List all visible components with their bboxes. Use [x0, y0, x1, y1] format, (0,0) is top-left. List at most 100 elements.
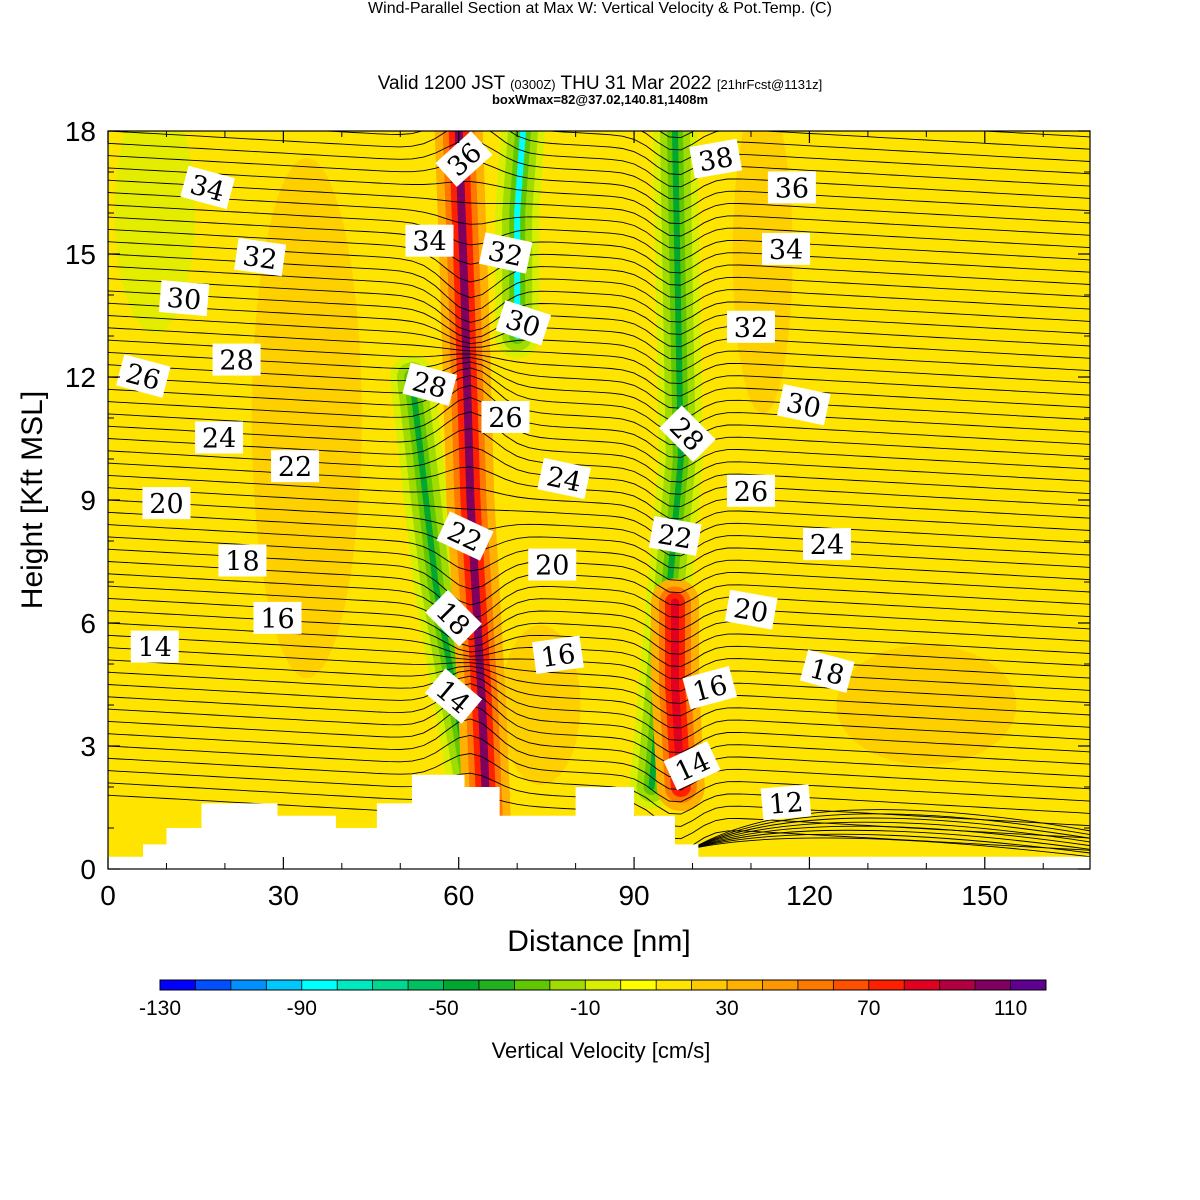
x-tick-label: 60: [443, 880, 474, 911]
colorbar-swatch: [833, 980, 870, 990]
colorbar-swatch: [727, 980, 763, 990]
contour-label: 30: [165, 283, 202, 317]
contour-label-group: 30: [158, 280, 210, 317]
theta-contour-line: [108, 683, 1090, 754]
contour-label-box: [435, 131, 493, 187]
contour-label: 12: [768, 787, 805, 821]
theta-contour-line: [108, 315, 1090, 372]
colorbar-tick-label: -90: [287, 997, 317, 1020]
contour-label: 38: [696, 142, 735, 178]
theta-contour-line: [108, 351, 1090, 409]
theta-contour-line: [108, 487, 1090, 544]
contour-label: 22: [655, 519, 694, 555]
colorbar-swatch: [1010, 980, 1047, 990]
contour-label-box: [537, 457, 591, 500]
colorbar-tick-label: -130: [139, 997, 181, 1020]
contour-label-box: [271, 450, 320, 483]
theta-contour-line: [108, 167, 1090, 225]
colorbar-swatch: [939, 980, 976, 990]
contour-label-box: [218, 544, 267, 577]
theta-contour-line: [108, 524, 1090, 581]
colorbar: -130 -90 -50 -10 30 70 110 Vertical Velocity [c…: [139, 979, 1047, 1063]
x-axis-title: Distance [nm]: [507, 925, 690, 958]
colorbar-tick-label: -50: [428, 997, 458, 1020]
contour-label-box: [180, 165, 235, 210]
contour-label-group: 20: [528, 548, 577, 582]
contour-label-box: [767, 171, 816, 204]
theta-contour-line: [108, 718, 1090, 790]
theta-contour-line: [108, 704, 1090, 778]
velocity-field: [108, 131, 1090, 869]
theta-contour-line: [108, 131, 1090, 188]
colorbar-swatch: [797, 980, 834, 990]
contour-label-box: [776, 384, 831, 426]
colorbar-swatch: [408, 980, 445, 990]
theta-contour-line: [108, 265, 1090, 323]
contour-label-group: 24: [802, 528, 851, 561]
contour-label-group: 24: [195, 421, 244, 455]
contour-label-box: [726, 310, 775, 343]
y-tick-label: 0: [80, 854, 96, 885]
contour-label-group: 16: [531, 635, 584, 674]
theta-contour-line: [108, 474, 1090, 532]
colorbar-swatch: [762, 980, 799, 990]
colorbar-swatch: [337, 980, 374, 990]
theta-contour-line: [319, 131, 1090, 175]
field-patch: [251, 158, 362, 678]
contour-label: 24: [202, 424, 236, 455]
contour-label: 20: [149, 489, 183, 520]
contour-label-group: 32: [478, 232, 533, 274]
contour-label: 20: [731, 593, 770, 629]
contour-label-box: [130, 630, 179, 663]
contour-label-group: 32: [726, 310, 775, 344]
theta-contour-line: [108, 499, 1090, 557]
terrain: [108, 774, 1090, 869]
valid-date: THU 31 Mar 2022: [560, 73, 712, 94]
contour-label: 24: [544, 461, 584, 498]
contour-label-box: [436, 511, 494, 561]
contour-label: 36: [775, 173, 809, 204]
y-tick-label: 3: [80, 731, 96, 762]
theta-contour-line: [108, 659, 1090, 717]
theta-contour-line: [108, 511, 1090, 569]
theta-contour-line: [108, 634, 1090, 692]
contour-label: 16: [260, 604, 294, 635]
contour-label-group: 14: [130, 630, 179, 664]
theta-contour-line: [108, 647, 1090, 704]
colorbar-swatch: [372, 980, 409, 990]
x-tick-label: 120: [786, 880, 833, 911]
theta-contour-line: [108, 216, 1090, 274]
theta-contour-line: [692, 825, 1090, 849]
terrain-profile: [108, 774, 1090, 869]
theta-contour-line: [108, 753, 1090, 815]
contour-label-box: [481, 401, 530, 433]
theta-contour-line: [108, 397, 1090, 471]
theta-contour-line: [545, 131, 1090, 163]
contour-label-box: [116, 354, 171, 398]
colorbar-swatch: [620, 980, 657, 990]
colorbar-swatch: [230, 980, 267, 990]
theta-contour-line: [108, 367, 1090, 434]
theta-contour-line: [108, 192, 1090, 249]
contour-label: 32: [485, 236, 525, 273]
contour-label: 26: [734, 477, 768, 508]
theta-contour-line: [108, 692, 1090, 766]
contour-label-box: [195, 421, 244, 454]
theta-contour-line: [108, 675, 1090, 741]
theta-contour-line: [108, 302, 1090, 360]
colorbar-swatch: [868, 980, 905, 990]
theta-contour-line: [108, 327, 1090, 385]
theta-contour-line: [692, 821, 1090, 849]
theta-contour-line: [108, 155, 1090, 212]
theta-contour-line: [640, 131, 1090, 151]
boxwmax-info: boxWmax=82@37.02,140.81,1408m: [491, 92, 709, 107]
contour-label: 28: [219, 346, 253, 377]
colorbar-swatch: [691, 980, 728, 990]
contour-label-group: 26: [481, 401, 530, 434]
contour-label-group: 32: [234, 237, 287, 276]
x-tick-label: 90: [618, 880, 649, 911]
y-tick-label: 12: [65, 362, 96, 393]
theta-contour-line: [108, 123, 1090, 126]
